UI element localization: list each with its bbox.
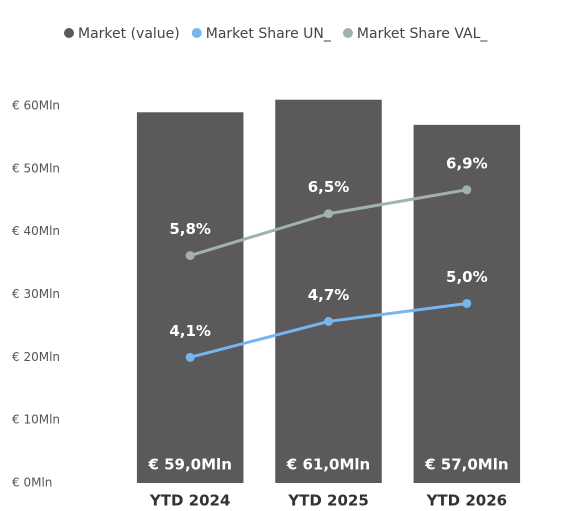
line-point <box>462 298 472 308</box>
line-value-label: 4,7% <box>308 286 350 304</box>
x-tick-label: YTD 2026 <box>426 492 508 510</box>
y-tick-label: € 40Mln <box>12 224 60 238</box>
x-tick-label: YTD 2025 <box>287 492 369 510</box>
line-value-label: 4,1% <box>169 322 211 340</box>
line-point <box>324 209 333 219</box>
bar-value-label: € 59,0Mln <box>147 456 231 474</box>
y-tick-label: € 0Mln <box>12 476 52 490</box>
line-value-label: 6,5% <box>308 178 350 196</box>
line-point <box>324 316 333 326</box>
line-point <box>185 251 195 261</box>
line-point <box>185 352 195 362</box>
y-tick-label: € 30Mln <box>12 287 60 301</box>
legend-label: Market (value) <box>78 26 180 42</box>
y-tick-label: € 50Mln <box>12 161 60 175</box>
legend-marker <box>191 28 202 38</box>
line-point <box>462 185 472 195</box>
legend-label: Market Share VAL_ <box>357 26 488 42</box>
legend-marker <box>64 28 74 38</box>
line-value-label: 6,9% <box>446 154 488 172</box>
line-value-label: 5,8% <box>169 220 211 238</box>
bar <box>275 99 382 483</box>
legend-label: Market Share UN_ <box>206 26 332 42</box>
bar-value-label: € 57,0Mln <box>424 456 508 474</box>
bar-value-label: € 61,0Mln <box>286 456 370 474</box>
bar <box>136 112 244 484</box>
y-tick-label: € 20Mln <box>12 350 60 364</box>
x-tick-label: YTD 2024 <box>149 492 231 510</box>
y-tick-label: € 60Mln <box>12 99 60 113</box>
legend-marker <box>342 28 353 38</box>
line-value-label: 5,0% <box>446 268 488 286</box>
y-tick-label: € 10Mln <box>12 413 60 427</box>
